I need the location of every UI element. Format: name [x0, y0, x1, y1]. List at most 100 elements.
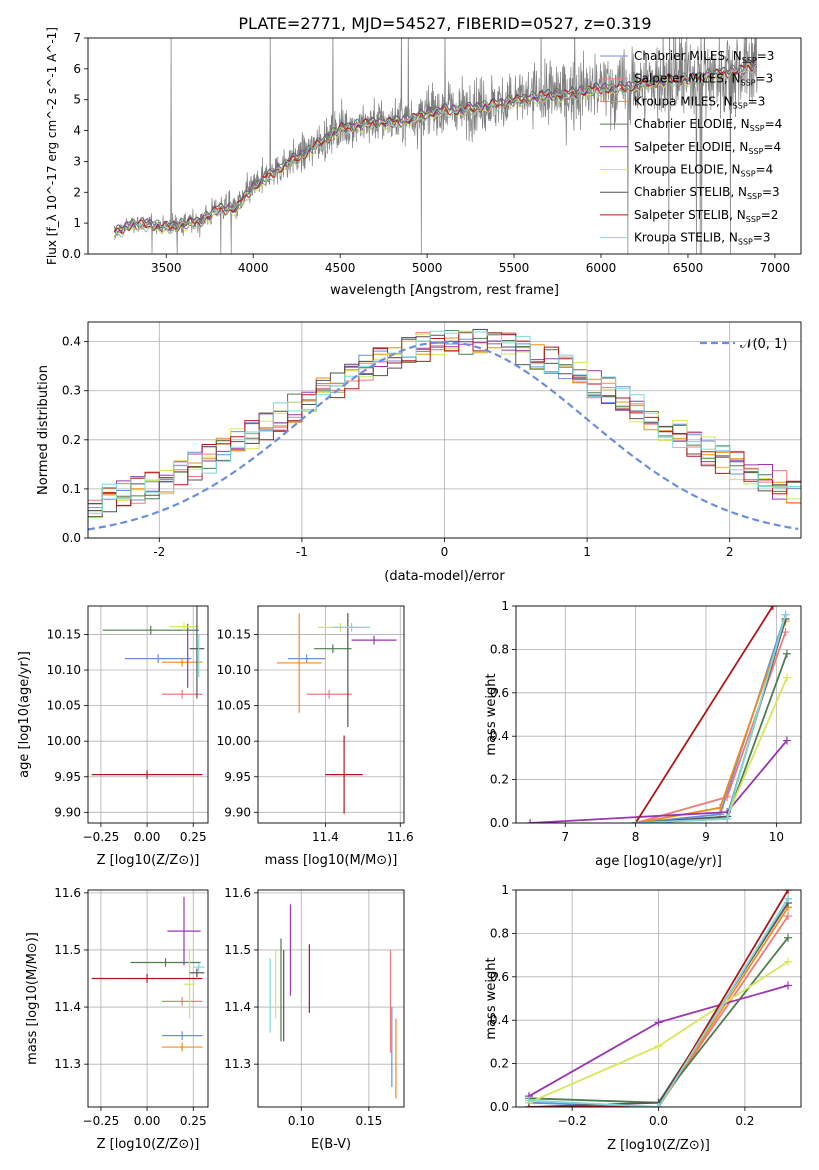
x-tick-label: -1 [296, 545, 308, 559]
y-tick-label: 5 [73, 93, 81, 107]
model-spectrum-8 [113, 64, 758, 238]
y-tick-label: 11.5 [224, 943, 251, 957]
x-tick-label: 4500 [325, 261, 356, 275]
legend-label-normal: 𝒩(0, 1) [740, 337, 787, 352]
y-axis-label: mass weight [484, 957, 499, 1039]
weight-line-chabrier-stelib [631, 615, 790, 823]
x-tick-label: 0.10 [288, 1114, 315, 1128]
y-tick-label: 11.3 [224, 1057, 251, 1071]
y-axis-label: Flux [f_λ 10^-17 erg cm^-2 s^-1 A^-1] [45, 27, 59, 265]
weight-marker [782, 649, 791, 658]
weight-line-salpeter-elodie [524, 981, 793, 1101]
weight-marker [781, 610, 790, 619]
age-vs-mass-panel: 11.4 11.6 9.90 9.95 10.00 10.05 10.10 10.15 mass… [217, 605, 414, 868]
weight-curve [529, 906, 789, 1107]
axes-frame [87, 605, 209, 824]
errorbar-point-salpeter-stelib [325, 735, 363, 814]
residual-histogram-7 [88, 331, 801, 507]
x-tick-label: 10 [769, 830, 784, 844]
plot-area [276, 613, 397, 814]
x-tick-label: 4000 [238, 261, 269, 275]
errorbar-point-kroupa-stelib [193, 962, 205, 972]
y-tick-label: 0.4 [490, 729, 509, 743]
weight-marker [654, 1103, 663, 1107]
errorbar-point-kroupa-stelib [332, 623, 371, 632]
y-tick-label: 11.5 [54, 943, 81, 957]
errorbar-point-salpeter-miles [161, 689, 203, 699]
massweight-vs-metallicity-panel: −0.2 0.0 0.2 0.0 0.2 0.4 0.6 0.8 1 Z [log10(Z/Z⊙)… [484, 883, 802, 1153]
plot-area [524, 890, 793, 1107]
axes-frame [87, 889, 209, 1108]
errorbar-point-kroupa-miles [161, 1042, 203, 1052]
errorbar-point-chabrier-elodie [314, 644, 352, 654]
errorbar-point-salpeter-elodie [351, 635, 397, 645]
y-tick-label: 0.4 [490, 1013, 509, 1027]
y-axis-label: age [log10(age/yr)] [17, 651, 32, 778]
y-tick-label: 10.00 [217, 734, 251, 748]
y-axis-label: mass weight [484, 673, 499, 755]
y-tick-label: 0.0 [490, 816, 509, 830]
errorbar-point-chabrier-stelib [189, 968, 205, 978]
x-tick-label: 11.4 [312, 830, 339, 844]
x-tick-label: 0.15 [355, 1114, 382, 1128]
legend-label: Kroupa ELODIE, NSSP=4 [634, 163, 773, 179]
axes-frame [515, 605, 802, 824]
x-tick-label: 0.00 [134, 830, 161, 844]
legend-label: Chabrier STELIB, NSSP=3 [634, 185, 780, 201]
y-tick-label: 10.00 [47, 734, 81, 748]
errorbar-point-kroupa-elodie [169, 622, 199, 631]
weight-marker [723, 814, 732, 823]
y-tick-label: 0.6 [490, 686, 509, 700]
x-tick-label: 2 [726, 545, 734, 559]
x-axis-label: age [log10(age/yr)] [595, 854, 722, 869]
errorbar-point-chabrier-miles [161, 1031, 203, 1040]
weight-curve [634, 606, 774, 823]
errorbar-point-chabrier-miles [124, 654, 192, 663]
weight-marker [654, 1018, 663, 1027]
y-tick-label: 10.05 [217, 699, 251, 713]
weight-marker [526, 819, 535, 823]
y-tick-label: 4 [73, 124, 81, 138]
axes-frame [87, 37, 802, 255]
normal-reference-curve [88, 341, 799, 531]
y-tick-label: 0.8 [490, 926, 509, 940]
legend-item-7: Salpeter STELIB, NSSP=2 [600, 208, 778, 224]
x-tick-label: 3500 [151, 261, 182, 275]
plot-area [113, 38, 758, 254]
plot-area [526, 606, 791, 823]
y-tick-label: 11.6 [224, 886, 251, 900]
y-tick-label: 2 [73, 185, 81, 199]
model-spectrum-7 [113, 64, 757, 234]
x-axis-label: Z [log10(Z/Z⊙)] [607, 1138, 710, 1153]
weight-line-kroupa-elodie [631, 673, 791, 823]
y-tick-label: 9.90 [224, 805, 251, 819]
legend-item-8: Kroupa STELIB, NSSP=3 [600, 231, 771, 247]
weight-curve [529, 915, 789, 1107]
errorbar-point-kroupa-elodie [184, 949, 196, 1019]
y-tick-label: 0.2 [490, 1057, 509, 1071]
y-tick-label: 9.95 [54, 770, 81, 784]
y-tick-label: 0.0 [62, 531, 81, 545]
y-tick-label: 3 [73, 154, 81, 168]
y-tick-label: 10.10 [47, 663, 81, 677]
legend-item-4: Salpeter ELODIE, NSSP=4 [600, 140, 781, 156]
residuals-panel: -2 -1 0 1 2 0.0 0.1 0.2 0.3 0.4 (data-model)/error… [36, 321, 802, 584]
weight-marker [524, 1096, 533, 1105]
y-tick-label: 0.4 [62, 335, 81, 349]
y-tick-label: 0.8 [490, 642, 509, 656]
weight-curve [529, 890, 789, 1107]
spectrum-panel: 3500 4000 4500 5000 5500 6000 6500 7000 0.0 1 2 3 4 5… [45, 27, 802, 298]
weight-marker [784, 933, 793, 942]
massweight-vs-age-panel: 7 8 9 10 0.0 0.2 0.4 0.6 0.8 1 age [log10(age/yr)]… [484, 599, 802, 869]
weight-line-chabrier-miles [631, 610, 790, 823]
weight-marker [782, 736, 791, 745]
x-tick-label: 5000 [412, 261, 443, 275]
x-tick-label: 5500 [499, 261, 530, 275]
weight-marker [784, 890, 793, 894]
weight-marker [654, 1042, 663, 1051]
y-tick-label: 1 [501, 883, 509, 897]
weight-marker [784, 912, 793, 921]
legend-item-1: Salpeter MILES, NSSP=3 [600, 72, 773, 88]
x-tick-label: 11.6 [387, 830, 414, 844]
